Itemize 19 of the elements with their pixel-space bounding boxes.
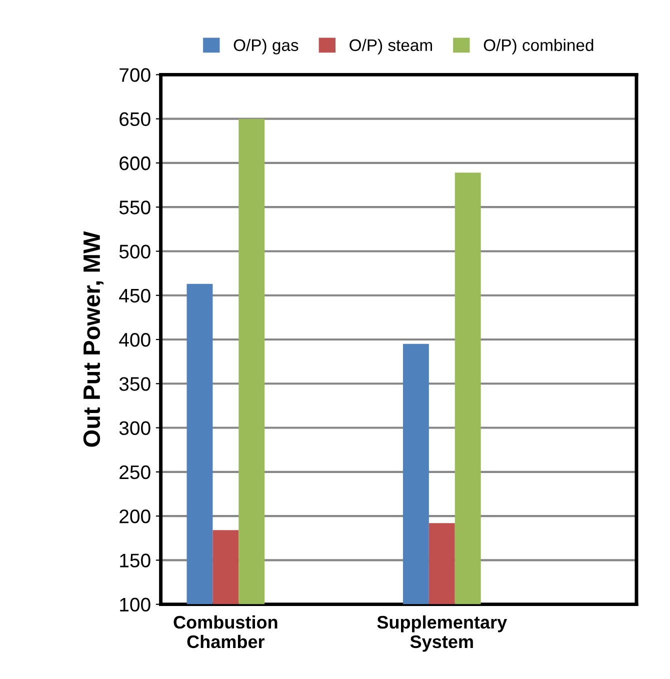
y-tick-label: 450 — [119, 288, 150, 303]
legend-label: O/P) steam — [350, 38, 432, 54]
y-tick-label: 600 — [120, 156, 150, 170]
y-tick-label: 550 — [119, 200, 150, 214]
x-tick-label: Supplementary System — [377, 615, 508, 652]
y-tick-label: 500 — [119, 244, 150, 258]
x-tick-label: Combustion Chamber — [174, 615, 278, 648]
legend-label: O/P) gas — [234, 38, 298, 54]
y-tick-label: 350 — [119, 377, 150, 391]
y-tick-label: 200 — [120, 510, 150, 524]
y-tick-label: 150 — [120, 554, 150, 568]
y-tick-label: 700 — [120, 68, 150, 82]
y-tick-label: 100 — [120, 598, 150, 612]
y-tick-label: 300 — [119, 421, 150, 436]
y-axis-title: Out Put Power, MW — [83, 231, 104, 447]
y-tick-label: 250 — [120, 465, 150, 480]
y-tick-label: 400 — [119, 332, 150, 347]
legend-label: O/P) combined — [484, 38, 594, 54]
y-tick-label: 650 — [120, 112, 150, 126]
